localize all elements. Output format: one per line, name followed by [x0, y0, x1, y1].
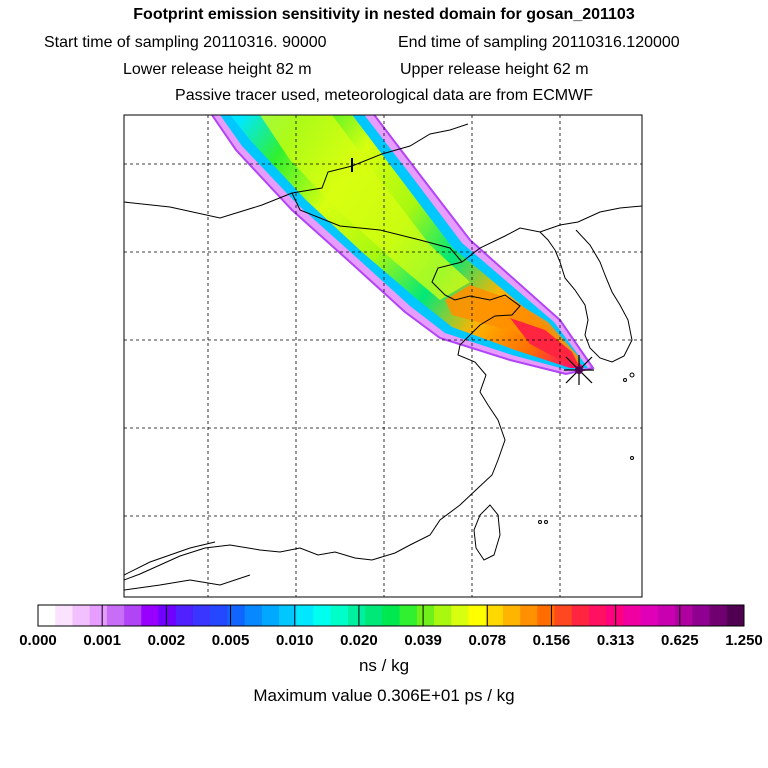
plume-hotspot-red	[510, 318, 580, 368]
colorbar-cell	[502, 605, 521, 626]
colorbar-tick-label: 0.313	[597, 632, 635, 649]
receptor-star-icon	[564, 355, 594, 385]
colorbar-cell	[106, 605, 125, 626]
colorbar-cell	[692, 605, 711, 626]
colorbar-tick-label: 0.002	[148, 632, 186, 649]
colorbar-cell	[554, 605, 573, 626]
colorbar-cell	[399, 605, 418, 626]
border-korea	[461, 205, 642, 263]
tracer-label: Passive tracer used, meteorological data…	[175, 87, 593, 104]
colorbar-tick-label: 0.005	[212, 632, 250, 649]
colorbar-cell	[210, 605, 228, 626]
coast-north-korea	[539, 231, 556, 251]
colorbar-cell	[416, 605, 435, 626]
colorbar-cell	[726, 605, 745, 626]
colorbar-cell	[175, 605, 194, 626]
colorbar-cell	[89, 605, 108, 626]
colorbar-cell	[124, 605, 142, 626]
colorbar-cell	[244, 605, 263, 626]
graticule	[124, 115, 642, 597]
colorbar-cell	[537, 605, 556, 626]
end-time-label: End time of sampling 20110316.120000	[398, 34, 680, 51]
colorbar-tick-label: 0.001	[83, 632, 121, 649]
colorbar-cell	[158, 605, 177, 626]
coast-bohai	[124, 261, 521, 581]
colorbar-cell	[227, 605, 246, 626]
colorbar-cell	[520, 605, 538, 626]
colorbar-cell	[675, 605, 693, 626]
colorbar-tick-label: 0.625	[661, 632, 699, 649]
border-north	[124, 123, 469, 219]
colorbar-tick-label: 1.250	[725, 632, 763, 649]
taiwan	[473, 504, 501, 561]
colorbar-tick-label: 0.020	[340, 632, 378, 649]
colorbar-cell	[261, 605, 280, 626]
colorbar-cell	[657, 605, 676, 626]
colorbar-cell	[485, 605, 504, 626]
upper-release-label: Upper release height 62 m	[400, 61, 589, 78]
colorbar-cell	[468, 605, 487, 626]
colorbar-cell	[72, 605, 91, 626]
colorbar-cell	[330, 605, 349, 626]
colorbar-cell	[279, 605, 297, 626]
colorbar-tick-label: 0.078	[468, 632, 506, 649]
colorbar-cell	[347, 605, 366, 626]
start-time-label: Start time of sampling 20110316. 90000	[44, 34, 327, 51]
colorbar-cell	[606, 605, 624, 626]
coast-south	[124, 541, 216, 576]
max-value-label: Maximum value 0.306E+01 ps / kg	[253, 686, 515, 705]
colorbar-cell	[38, 605, 56, 626]
plot-title: Footprint emission sensitivity in nested…	[133, 6, 635, 23]
colorbar-cell	[709, 605, 728, 626]
lower-release-label: Lower release height 82 m	[123, 61, 312, 78]
colorbar-cell	[589, 605, 607, 626]
coast-korea	[554, 229, 633, 363]
colorbar-cell	[296, 605, 315, 626]
colorbar-cell	[623, 605, 642, 626]
colorbar-cell	[640, 605, 659, 626]
inland-border	[124, 574, 251, 591]
colorbar-cell	[55, 605, 73, 626]
colorbar-cell	[382, 605, 401, 626]
units-label: ns / kg	[358, 656, 410, 675]
colorbar-cell	[192, 605, 211, 626]
colorbar-cell	[365, 605, 383, 626]
colorbar-tick-label: 0.000	[19, 632, 57, 649]
plume-inner	[260, 115, 470, 300]
colorbar-cell	[434, 605, 452, 626]
colorbar-tick-label: 0.156	[533, 632, 571, 649]
colorbar-tick-label: 0.039	[404, 632, 442, 649]
map-frame	[123, 114, 643, 598]
colorbar-cell	[313, 605, 332, 626]
colorbar-tick-label: 0.010	[276, 632, 314, 649]
plume-hotspot	[445, 285, 580, 368]
border-north-2	[291, 192, 463, 263]
colorbar-cell	[571, 605, 590, 626]
colorbar-cell	[451, 605, 469, 626]
colorbar-cell	[141, 605, 160, 626]
